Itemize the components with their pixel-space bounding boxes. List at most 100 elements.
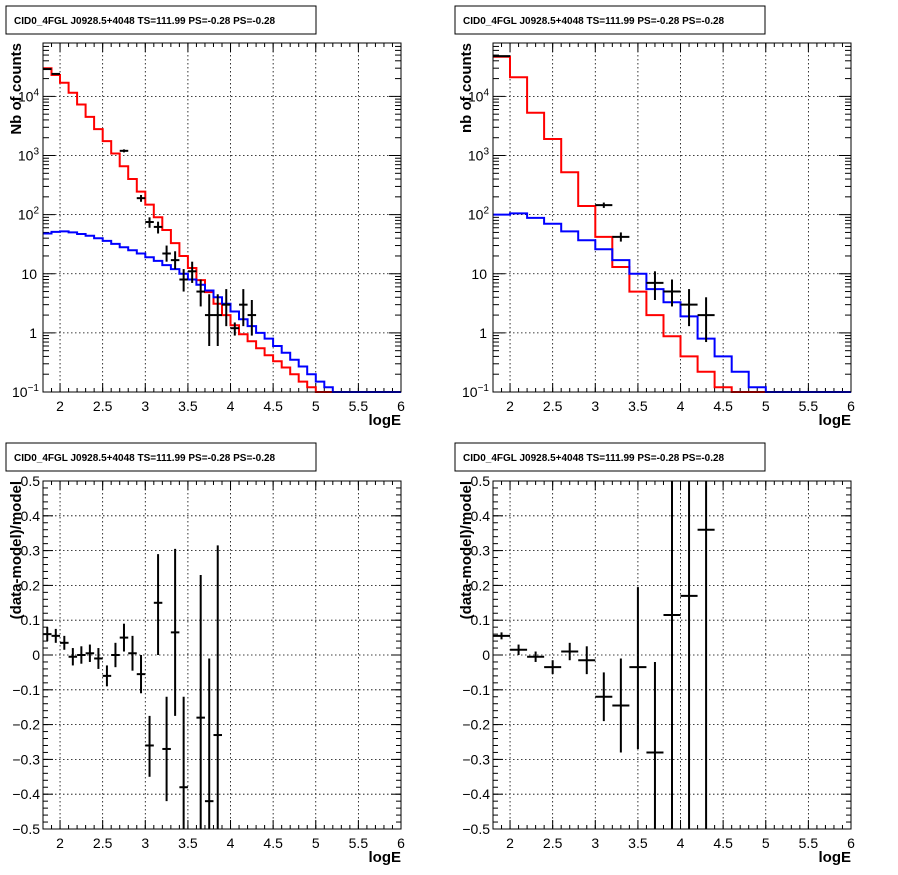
title-box <box>5 442 317 472</box>
data-point <box>162 245 171 262</box>
x-axis-title: logE <box>369 849 402 866</box>
x-tick-label: 5 <box>762 398 770 414</box>
x-tick-label: 5 <box>312 835 320 851</box>
data-point <box>204 658 214 829</box>
x-tick-label: 6 <box>847 835 855 851</box>
panel-1: CID0_4FGL J0928.5+4048 TS=111.99 PS=-0.2… <box>5 5 405 429</box>
y-tick-label: 0.1 <box>471 612 491 628</box>
y-tick-label: 0.3 <box>471 543 491 559</box>
x-tick-label: 5.5 <box>349 398 369 414</box>
y-tick-label: 102 <box>468 206 490 223</box>
y-tick-label: 0.1 <box>21 612 41 628</box>
data-point <box>239 289 248 327</box>
y-tick-label: 1 <box>29 325 37 341</box>
y-tick-label: 104 <box>18 87 40 104</box>
data-point <box>697 481 715 829</box>
plot-frame <box>42 42 402 393</box>
x-tick-label: 2.5 <box>93 398 113 414</box>
x-tick-label: 4.5 <box>263 398 283 414</box>
data-point <box>51 628 61 643</box>
data-point <box>493 632 511 640</box>
y-tick-label: 0.2 <box>21 577 41 593</box>
y-tick-label: 103 <box>18 147 40 164</box>
chart-title: CID0_4FGL J0928.5+4048 TS=111.99 PS=-0.2… <box>14 453 276 464</box>
x-tick-label: 5.5 <box>349 835 369 851</box>
y-tick-label: 0.3 <box>21 543 41 559</box>
model-total-histogram <box>43 67 401 393</box>
x-tick-label: 3.5 <box>178 398 198 414</box>
x-tick-label: 4.5 <box>713 398 733 414</box>
x-tick-label: 2.5 <box>543 398 563 414</box>
y-tick-label: −0.1 <box>12 682 40 698</box>
data-point <box>595 202 613 208</box>
x-tick-label: 3.5 <box>628 835 648 851</box>
panel-2: CID0_4FGL J0928.5+4048 TS=111.99 PS=-0.2… <box>454 5 855 429</box>
x-tick-label: 4 <box>227 398 235 414</box>
x-tick-label: 5 <box>312 398 320 414</box>
model-source-histogram <box>43 230 401 393</box>
y-tick-label: 0.5 <box>471 473 491 489</box>
data-point <box>136 655 146 694</box>
data-point <box>68 648 78 666</box>
data-point <box>680 481 698 829</box>
y-tick-label: 0.2 <box>471 577 491 593</box>
y-tick-label: 102 <box>18 206 40 223</box>
x-tick-label: 4 <box>227 835 235 851</box>
y-tick-label: 10−1 <box>462 383 489 400</box>
y-tick-label: −0.4 <box>12 786 40 802</box>
x-tick-label: 3 <box>591 398 599 414</box>
data-point <box>595 672 613 722</box>
data-point <box>213 545 222 829</box>
data-point <box>43 68 52 71</box>
y-tick-label: 10−1 <box>12 383 39 400</box>
x-tick-label: 6 <box>397 398 405 414</box>
data-point <box>43 627 52 642</box>
x-tick-label: 3 <box>141 835 149 851</box>
data-point <box>663 481 681 829</box>
y-tick-label: 0 <box>482 647 490 663</box>
data-point <box>561 642 579 661</box>
data-point <box>153 554 163 655</box>
plot-frame <box>492 42 852 393</box>
x-tick-label: 4 <box>677 398 685 414</box>
x-tick-label: 6 <box>397 835 405 851</box>
x-tick-label: 2 <box>56 835 64 851</box>
data-point <box>493 55 511 58</box>
x-tick-label: 5 <box>762 835 770 851</box>
data-point <box>153 221 163 234</box>
data-point <box>663 279 681 307</box>
data-point <box>196 574 205 829</box>
y-tick-label: 0.4 <box>21 508 41 524</box>
y-tick-label: −0.3 <box>462 751 490 767</box>
y-axis-title: (data-model)/model <box>458 481 475 619</box>
panel-4: CID0_4FGL J0928.5+4048 TS=111.99 PS=-0.2… <box>454 442 855 866</box>
data-point <box>578 646 596 675</box>
data-point <box>230 322 240 336</box>
y-tick-label: −0.2 <box>462 717 490 733</box>
data-point <box>527 651 545 662</box>
data-point <box>187 261 197 283</box>
data-point <box>612 232 630 242</box>
title-box <box>454 5 766 35</box>
data-point <box>85 644 95 662</box>
data-point <box>136 194 146 202</box>
data-point <box>119 149 129 153</box>
data-point <box>544 660 562 675</box>
x-axis-title: logE <box>819 412 852 429</box>
data-point <box>222 289 231 327</box>
y-tick-label: 10 <box>471 266 487 282</box>
y-tick-label: 10 <box>21 266 37 282</box>
data-point <box>111 642 120 668</box>
x-tick-label: 2.5 <box>93 835 113 851</box>
y-tick-label: 103 <box>468 147 490 164</box>
panel-3: CID0_4FGL J0928.5+4048 TS=111.99 PS=-0.2… <box>5 442 405 866</box>
x-axis-title: logE <box>819 849 852 866</box>
y-tick-label: −0.5 <box>462 821 490 837</box>
x-tick-label: 4.5 <box>713 835 733 851</box>
plot-frame <box>492 480 852 830</box>
y-tick-label: −0.4 <box>462 786 490 802</box>
data-point <box>60 635 69 650</box>
data-point <box>77 646 86 664</box>
y-tick-label: −0.5 <box>12 821 40 837</box>
